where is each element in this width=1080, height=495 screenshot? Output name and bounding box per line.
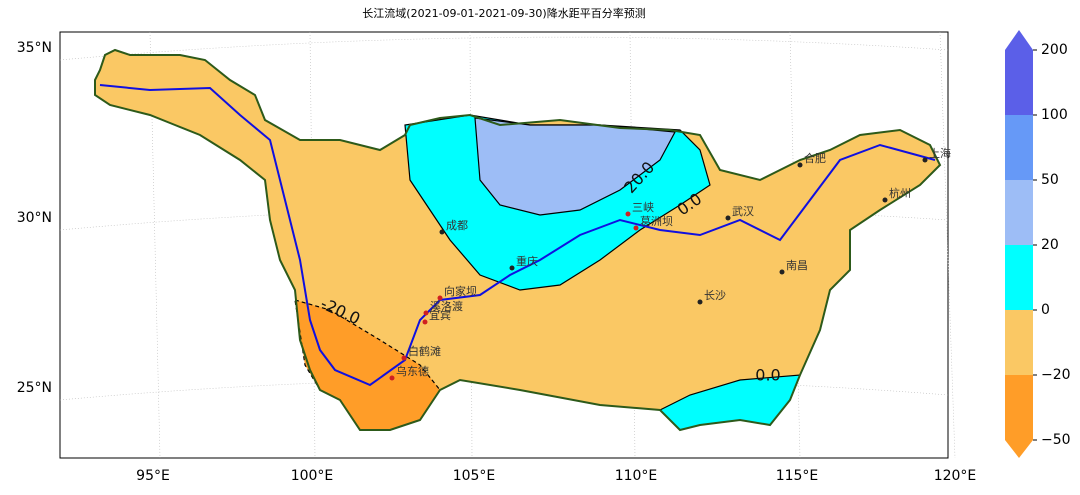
city-label: 重庆	[516, 254, 538, 268]
city-dot	[697, 299, 703, 305]
city-label: 成都	[446, 219, 468, 232]
city-label: 南昌	[786, 259, 808, 272]
city-dot	[401, 355, 407, 361]
colorbar-tick-label: 200	[1041, 42, 1068, 58]
city-dot	[625, 211, 631, 217]
colorbar-bin	[1005, 180, 1033, 245]
city-label: 白鹤滩	[408, 344, 441, 358]
city-label: 向家坝	[444, 284, 477, 298]
lat-label: 35°N	[17, 40, 52, 56]
yangtze-river	[99, 84, 936, 387]
colorbar-bin	[1005, 115, 1033, 180]
colorbar-bin	[1005, 375, 1033, 440]
city-label: 葛洲坝	[640, 214, 673, 228]
colorbar-bin	[1005, 50, 1033, 115]
contour-label: 0.0	[755, 366, 780, 385]
colorbar-tick-label: 0	[1041, 302, 1050, 318]
city-label: 长沙	[704, 289, 726, 302]
colorbar-tick-label: 20	[1041, 237, 1059, 253]
lon-label: 105°E	[453, 468, 496, 484]
city-dot	[389, 375, 395, 381]
title: 长江流域(2021-09-01-2021-09-30)降水距平百分率预测	[362, 6, 645, 20]
colorbar-extend-top	[1005, 30, 1033, 50]
city-dot	[797, 162, 803, 168]
colorbar-tick-label: 50	[1041, 172, 1059, 188]
lat-label: 25°N	[17, 380, 52, 396]
city-label: 三峡	[632, 200, 654, 214]
city-dot	[423, 310, 429, 316]
city-dot	[779, 269, 785, 275]
lon-label: 120°E	[934, 468, 977, 484]
basin-border	[94, 48, 942, 432]
city-dot	[725, 215, 731, 221]
lon-label: 115°E	[776, 468, 819, 484]
city-label: 武汉	[732, 205, 754, 218]
city-label: 杭州	[889, 186, 911, 200]
city-dot	[422, 319, 428, 325]
colorbar-extend-bottom	[1005, 440, 1033, 458]
city-label: 合肥	[804, 151, 826, 165]
city-dot	[509, 265, 515, 271]
city-label: 宜宾	[429, 308, 451, 322]
colorbar-tick-label: 100	[1041, 107, 1068, 123]
colorbar-tick-label: −50	[1041, 432, 1071, 448]
colorbar-bin	[1005, 310, 1033, 375]
city-dot	[633, 225, 639, 231]
lon-label: 95°E	[136, 468, 170, 484]
city-dot	[882, 197, 888, 203]
city-dot	[439, 229, 445, 235]
city-label: 乌东德	[396, 364, 429, 378]
colorbar-tick-label: −20	[1041, 367, 1071, 383]
lon-label: 110°E	[615, 468, 658, 484]
lon-label: 100°E	[291, 468, 334, 484]
blue-zone	[474, 117, 676, 216]
city-label: 溪洛渡	[430, 299, 463, 313]
colorbar-bin	[1005, 245, 1033, 310]
city-dot	[437, 295, 443, 301]
city-label: 上海	[929, 146, 951, 160]
lat-label: 30°N	[17, 210, 52, 226]
city-dot	[922, 157, 928, 163]
